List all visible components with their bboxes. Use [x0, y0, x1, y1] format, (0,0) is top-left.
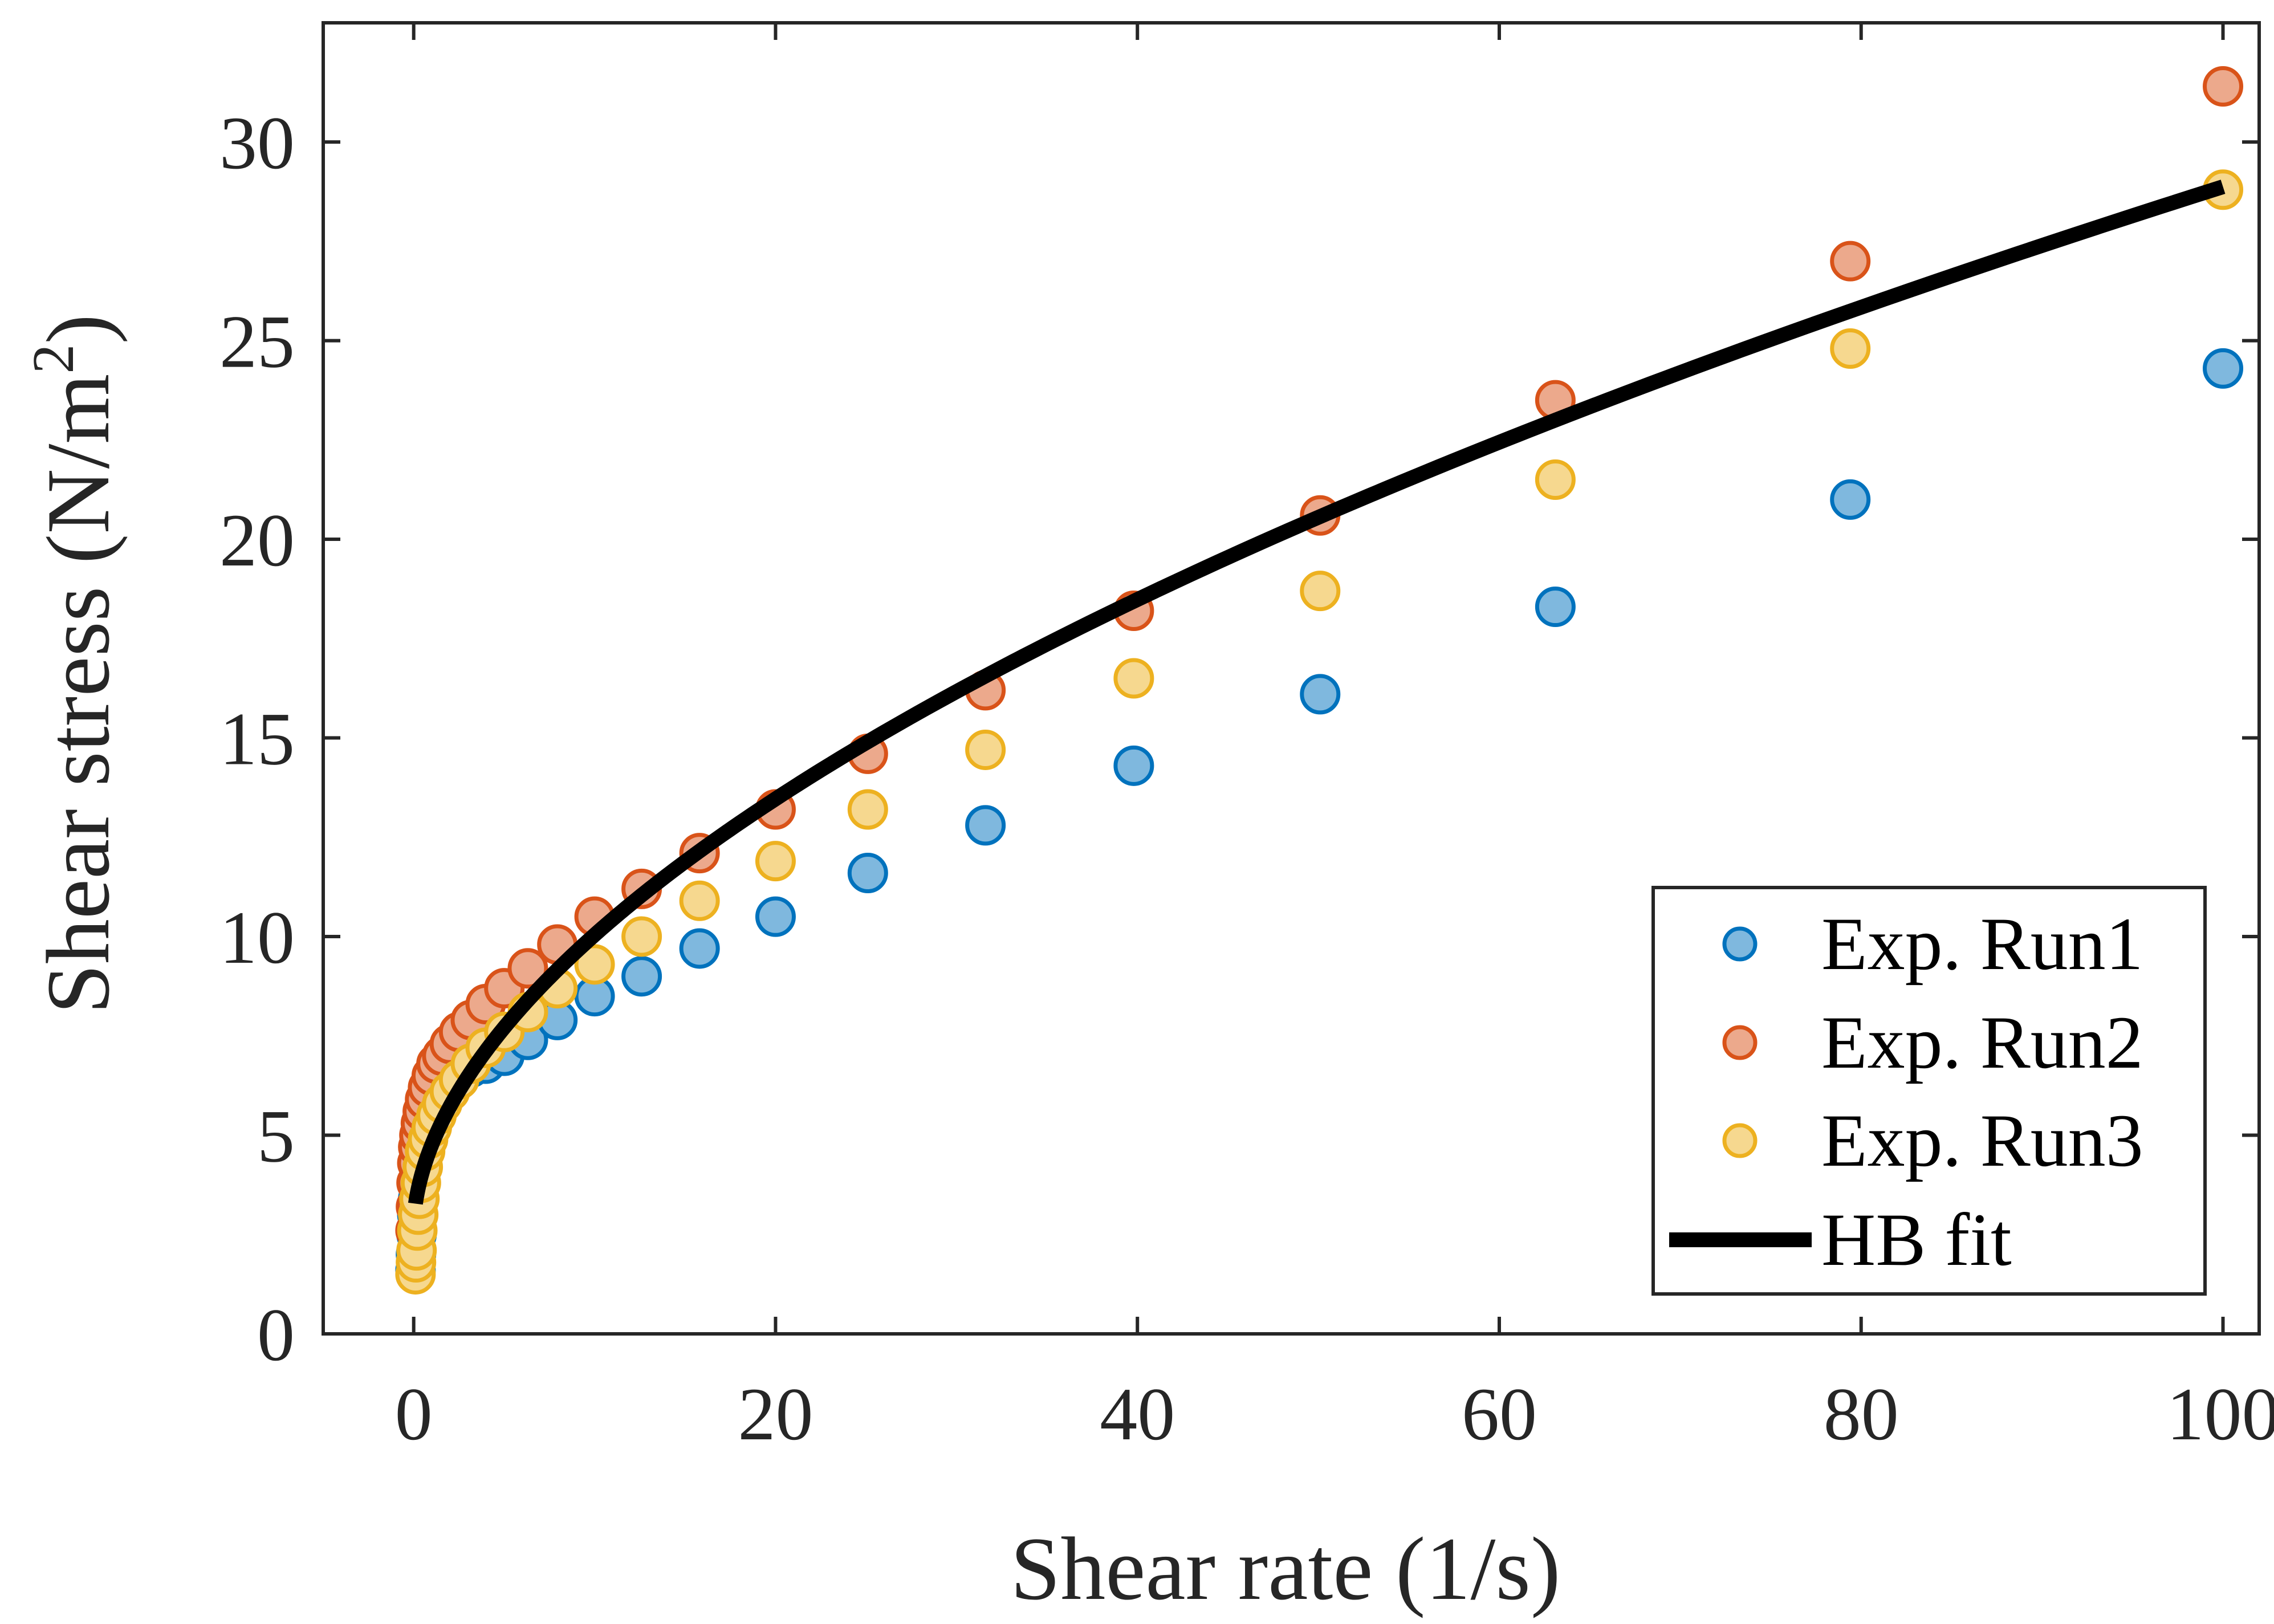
y-axis-title: Shear stress (N/m2) — [21, 314, 128, 1014]
legend-label-hb-fit: HB fit — [1821, 1198, 2012, 1281]
data-point-run1 — [1113, 745, 1154, 786]
y-tick-label: 20 — [219, 498, 295, 582]
data-point-run2 — [2203, 66, 2244, 107]
data-point-run3 — [1300, 571, 1341, 612]
legend-marker-run1 — [1722, 926, 1758, 962]
data-point-run1 — [965, 805, 1006, 846]
data-point-run2 — [1830, 241, 1871, 282]
legend-label-run1: Exp. Run1 — [1821, 902, 2143, 986]
data-point-run1 — [847, 853, 888, 894]
x-tick-label: 60 — [1462, 1372, 1537, 1456]
y-tick-labels: 0 5 10 15 20 25 30 — [219, 101, 295, 1377]
y-axis-title-superscript: 2 — [21, 344, 86, 374]
data-point-run1 — [2203, 348, 2244, 389]
data-point-run3 — [847, 789, 888, 830]
x-tick-label: 20 — [738, 1372, 813, 1456]
x-tick-label: 40 — [1100, 1372, 1175, 1456]
data-point-run3 — [621, 916, 662, 957]
x-tick-label: 80 — [1824, 1372, 1899, 1456]
x-tick-label: 0 — [395, 1372, 433, 1456]
data-point-run3 — [1830, 328, 1871, 369]
legend-marker-run3 — [1722, 1123, 1758, 1158]
legend-label-run2: Exp. Run2 — [1821, 1000, 2143, 1084]
legend-marker-run2 — [1722, 1025, 1758, 1060]
data-point-run3 — [679, 880, 720, 921]
data-point-run1 — [621, 956, 662, 997]
y-tick-label: 25 — [219, 300, 295, 384]
y-tick-label: 30 — [219, 101, 295, 185]
data-point-run1 — [755, 896, 796, 937]
x-axis-title: Shear rate (1/s) — [1010, 1519, 1560, 1619]
hb-fit-line — [408, 180, 2226, 1211]
y-axis-title-close: ) — [29, 314, 128, 344]
legend: Exp. Run1 Exp. Run2 Exp. Run3 HB fit — [1651, 886, 2207, 1296]
data-point-run3 — [965, 729, 1006, 770]
x-tick-label: 100 — [2167, 1372, 2274, 1456]
axis-ticks — [323, 23, 2259, 1336]
data-point-run3 — [755, 841, 796, 882]
data-point-run1 — [1535, 587, 1576, 628]
data-point-run1 — [1830, 479, 1871, 520]
legend-label-run3: Exp. Run3 — [1821, 1098, 2143, 1182]
plot-frame — [322, 21, 2261, 1336]
y-tick-label: 5 — [257, 1094, 295, 1178]
y-tick-label: 15 — [219, 697, 295, 781]
data-point-run3 — [574, 944, 615, 985]
y-axis-title-main: Shear stress (N/m — [29, 374, 128, 1014]
data-point-run3 — [1113, 658, 1154, 699]
fit-layer — [408, 180, 2226, 1211]
y-tick-label: 10 — [219, 896, 295, 979]
data-point-run1 — [1300, 674, 1341, 715]
y-tick-label: 0 — [257, 1293, 295, 1377]
data-point-run2 — [507, 948, 548, 989]
data-point-run3 — [1535, 459, 1576, 500]
data-point-run1 — [679, 928, 720, 969]
x-tick-labels: 0 20 40 60 80 100 — [395, 1372, 2274, 1456]
